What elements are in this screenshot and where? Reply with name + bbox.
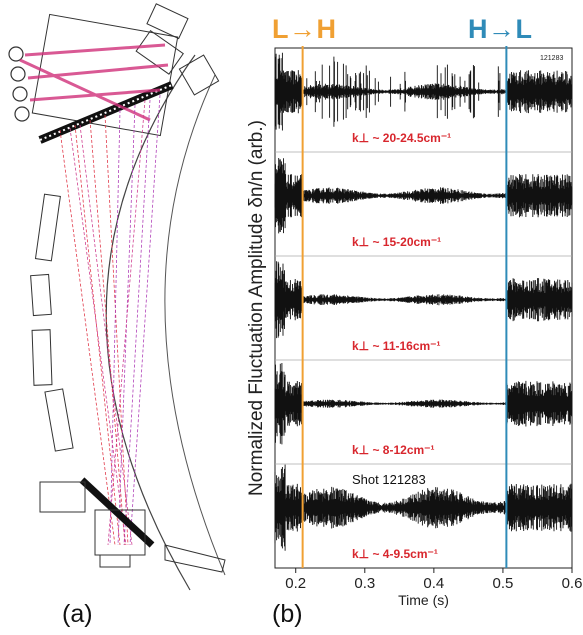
detector-circles xyxy=(8,46,30,122)
vessel-inner-arc xyxy=(164,74,226,576)
lh-transition-label: L→H xyxy=(272,14,337,44)
band-label-5: k⊥ ~ 4-9.5cm⁻¹ xyxy=(352,547,438,561)
shot-number-corner: 121283 xyxy=(540,55,563,62)
scattered-beams xyxy=(59,94,161,546)
bottom-window xyxy=(79,477,155,548)
x-tick-label: 0.4 xyxy=(423,575,444,592)
shot-annotation: Shot 121283 xyxy=(352,472,426,487)
y-axis-title: Normalized Fluctuation Amplitude δn/n (a… xyxy=(246,120,267,496)
input-beams xyxy=(19,43,169,122)
x-axis-title: Time (s) xyxy=(398,592,449,608)
wall-tiles xyxy=(30,54,220,452)
x-tick-label: 0.6 xyxy=(562,575,583,592)
trace-1 xyxy=(274,52,573,131)
bottom-port-assembly xyxy=(39,481,226,573)
vessel-outer-arc xyxy=(105,54,196,591)
trace-4 xyxy=(274,363,573,445)
panel-a-label: (a) xyxy=(62,600,93,628)
band-label-3: k⊥ ~ 11-16cm⁻¹ xyxy=(352,339,441,353)
hl-transition-label: H→L xyxy=(468,14,533,44)
trace-3 xyxy=(274,261,573,339)
trace-2 xyxy=(274,158,573,234)
panel-b-label: (b) xyxy=(272,600,303,628)
x-tick-label: 0.2 xyxy=(285,575,306,592)
x-tick-label: 0.3 xyxy=(354,575,375,592)
band-label-2: k⊥ ~ 15-20cm⁻¹ xyxy=(352,235,441,249)
band-label-4: k⊥ ~ 8-12cm⁻¹ xyxy=(352,443,435,457)
band-label-1: k⊥ ~ 20-24.5cm⁻¹ xyxy=(352,131,451,145)
x-tick-label: 0.5 xyxy=(493,575,514,592)
